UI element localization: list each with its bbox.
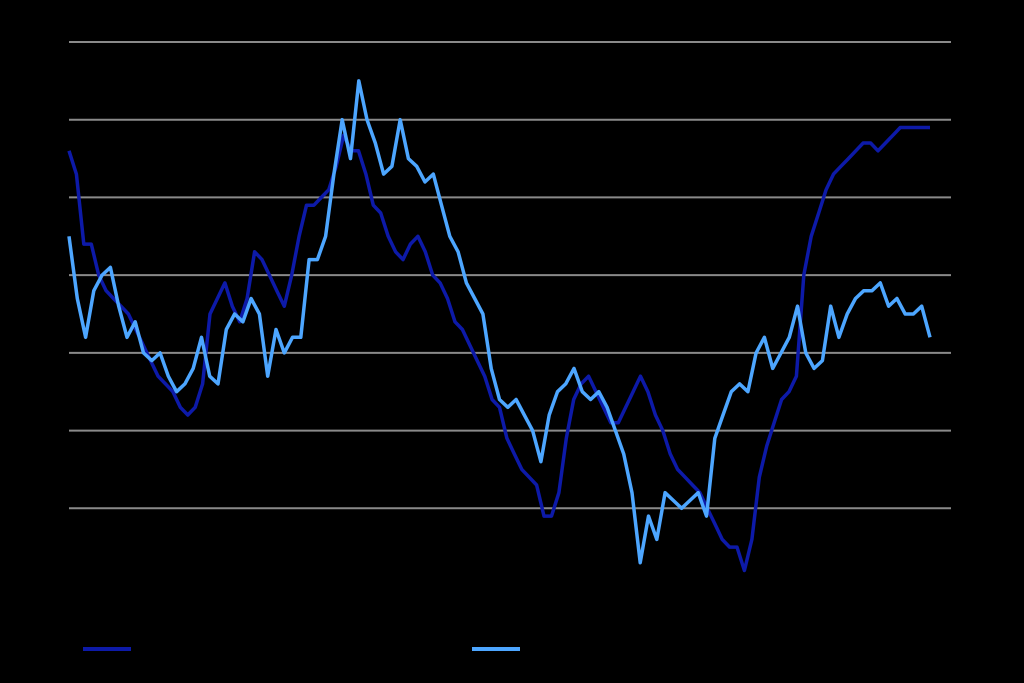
- series-line-1: [67, 125, 930, 573]
- series-line-2: [67, 79, 932, 565]
- series-lines: [67, 79, 932, 573]
- gridlines: [69, 41, 951, 510]
